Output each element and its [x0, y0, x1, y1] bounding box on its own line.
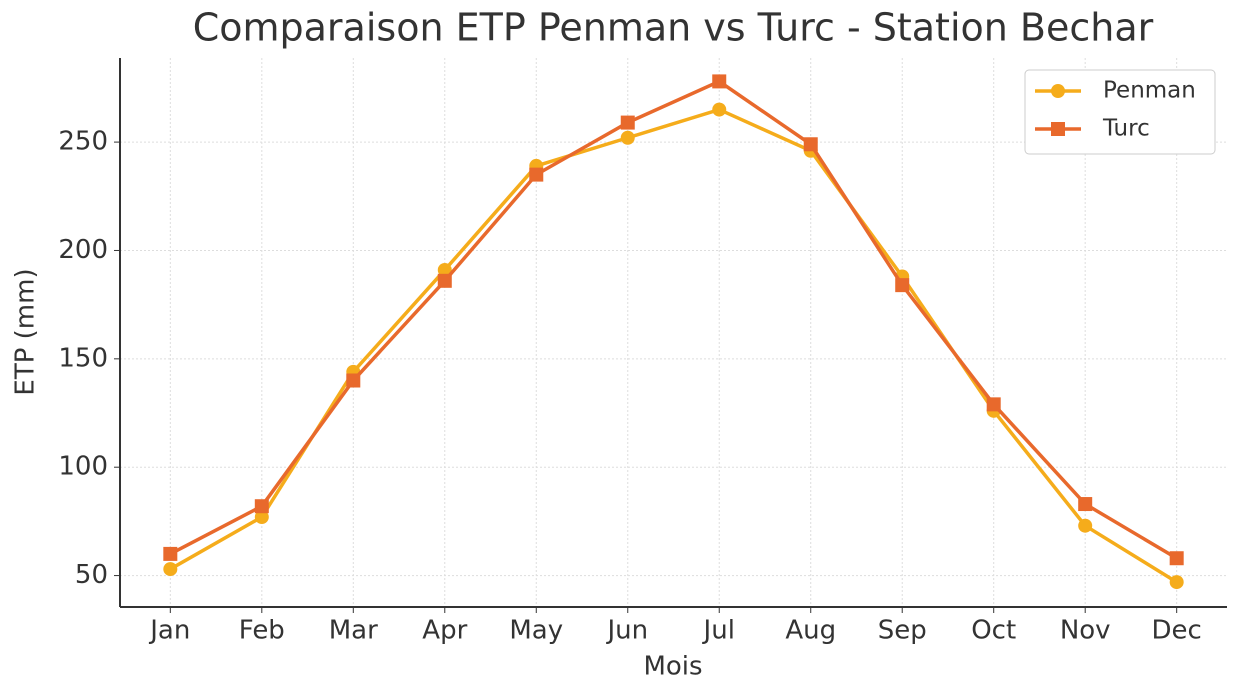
x-tick-label: Aug	[785, 616, 836, 646]
marker	[437, 273, 452, 288]
x-axis-label: Mois	[643, 652, 702, 681]
y-axis-label: ETP (mm)	[11, 268, 41, 395]
x-tick-label: Jul	[702, 616, 735, 646]
marker	[620, 115, 635, 130]
x-tick-label: Apr	[422, 616, 467, 646]
x-tick-label: May	[509, 616, 563, 646]
series-line	[169, 107, 1178, 584]
marker	[620, 130, 635, 145]
x-tick-label: Sep	[878, 616, 927, 646]
marker	[895, 278, 910, 293]
marker	[1078, 497, 1093, 512]
x-tick-label: Mar	[329, 616, 378, 646]
marker	[163, 546, 178, 561]
marker	[254, 499, 269, 514]
x-tick-label: Jan	[148, 616, 190, 646]
marker	[1051, 84, 1065, 98]
marker	[1169, 551, 1184, 566]
marker	[529, 167, 544, 182]
marker	[986, 397, 1001, 412]
marker	[346, 373, 361, 388]
marker	[1169, 575, 1184, 590]
marker	[1051, 122, 1065, 136]
marker	[437, 262, 452, 277]
y-tick-label: 150	[58, 343, 108, 373]
marker	[803, 137, 818, 152]
y-tick-label: 250	[58, 127, 108, 157]
y-tick-label: 200	[58, 235, 108, 265]
x-tick-label: Jun	[605, 616, 648, 646]
legend-label: Turc	[1102, 116, 1150, 142]
chart-title: Comparaison ETP Penman vs Turc - Station…	[193, 6, 1154, 50]
marker	[712, 102, 727, 117]
marker	[163, 562, 178, 577]
y-tick-label: 50	[75, 560, 108, 590]
x-tick-label: Oct	[971, 616, 1016, 646]
y-tick-label: 100	[58, 452, 108, 482]
marker	[712, 74, 727, 89]
legend-label: Penman	[1103, 78, 1196, 104]
marker	[1078, 518, 1093, 533]
x-tick-label: Nov	[1060, 616, 1111, 646]
marker	[254, 510, 269, 525]
series-line	[169, 79, 1178, 560]
x-tick-label: Dec	[1152, 616, 1202, 646]
x-tick-label: Feb	[239, 616, 285, 646]
